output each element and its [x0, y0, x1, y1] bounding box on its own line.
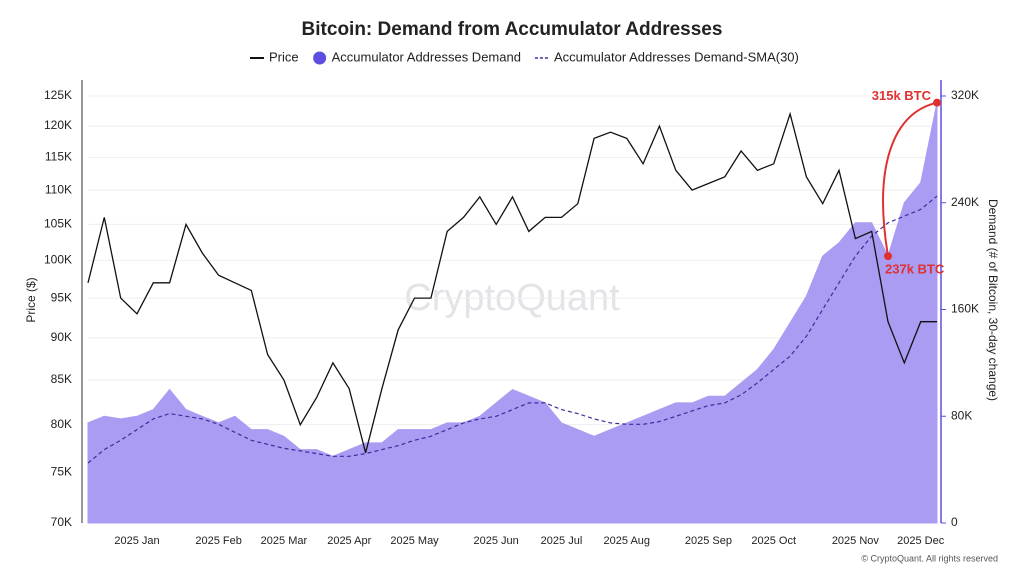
price-line [87, 111, 937, 453]
y2-tick-label: 320K [951, 88, 979, 102]
annotation-label: 315k BTC [872, 88, 932, 103]
y2-tick-label: 80K [951, 408, 972, 422]
y-tick-label: 85K [51, 372, 72, 386]
chart-title: Bitcoin: Demand from Accumulator Address… [302, 19, 723, 40]
y-tick-label: 105K [44, 217, 72, 231]
y-tick-label: 120K [44, 118, 72, 132]
y-tick-label: 125K [44, 88, 72, 102]
y-tick-label: 70K [51, 515, 72, 529]
annotation-dot [884, 252, 893, 261]
y-tick-label: 80K [51, 417, 72, 431]
annotation-arrow [882, 101, 938, 257]
x-tick-label: 2025 Mar [261, 535, 308, 547]
y2-tick-label: 240K [951, 195, 979, 209]
copyright: © CryptoQuant. All rights reserved [861, 553, 998, 563]
y-tick-label: 115K [45, 150, 72, 164]
x-tick-label: 2025 Sep [685, 535, 732, 547]
x-tick-label: 2025 Jun [474, 535, 519, 547]
x-tick-label: 2025 Aug [604, 535, 651, 547]
y-tick-label: 75K [51, 464, 72, 478]
legend-label: Accumulator Addresses Demand-SMA(30) [554, 49, 799, 64]
x-tick-label: 2025 Oct [751, 535, 796, 547]
y-tick-label: 95K [51, 290, 72, 304]
y-tick-label: 90K [51, 330, 72, 344]
legend-label: Price [269, 49, 299, 64]
y2-tick-label: 160K [951, 302, 979, 316]
x-tick-label: 2025 Feb [195, 535, 241, 547]
y2-tick-label: 0 [951, 515, 958, 529]
x-tick-label: 2025 Jan [114, 535, 159, 547]
x-tick-label: 2025 May [390, 535, 439, 547]
y-tick-label: 100K [44, 253, 72, 267]
x-tick-label: 2025 Jul [541, 535, 583, 547]
y2-axis-label: Demand (# of Bitcoin, 30-day change) [986, 199, 1000, 401]
x-tick-label: 2025 Apr [327, 535, 371, 547]
legend-swatch [313, 51, 327, 65]
y-axis-label: Price ($) [24, 277, 38, 322]
x-tick-label: 2025 Dec [897, 535, 945, 547]
annotation-dot [933, 98, 941, 107]
x-tick-label: 2025 Nov [832, 535, 880, 547]
annotation-label: 237k BTC [885, 262, 945, 277]
demand-area [87, 102, 938, 524]
legend-label: Accumulator Addresses Demand [332, 49, 521, 64]
y-tick-label: 110K [45, 182, 72, 196]
